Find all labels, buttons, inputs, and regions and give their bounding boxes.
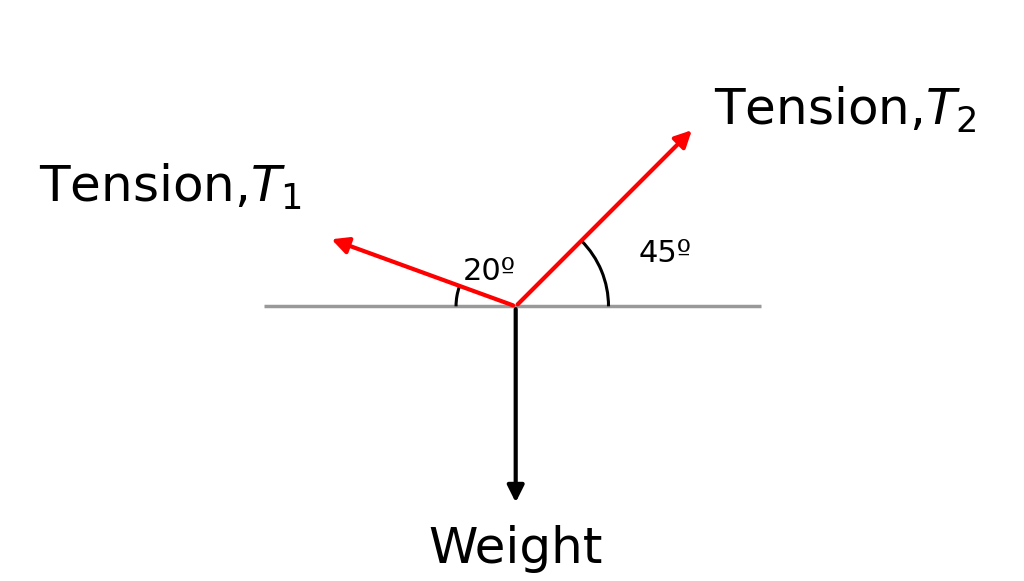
Text: Tension,$T_1$: Tension,$T_1$ bbox=[39, 162, 302, 212]
Text: Tension,$T_2$: Tension,$T_2$ bbox=[714, 85, 976, 135]
Text: Weight: Weight bbox=[428, 525, 603, 573]
Text: 20º: 20º bbox=[463, 257, 516, 286]
Text: 45º: 45º bbox=[638, 239, 691, 268]
